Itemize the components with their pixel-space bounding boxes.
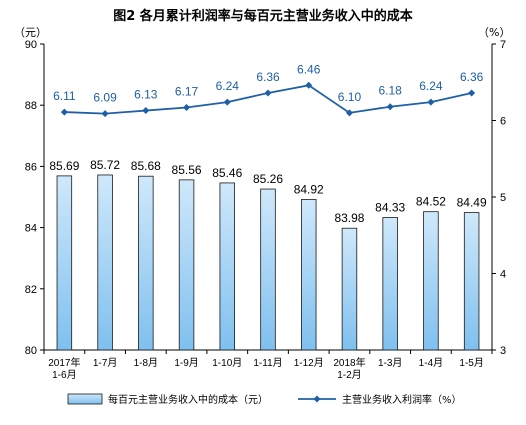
line-value-label: 6.36: [460, 70, 484, 84]
bar-value-label: 83.98: [334, 211, 364, 225]
legend-bar-label: 每百元主营业务收入中的成本（元）: [108, 393, 268, 406]
category-label: 2018年: [333, 356, 365, 369]
line-point: [223, 98, 231, 106]
bar-value-label: 85.69: [49, 159, 79, 173]
category-label: 1-4月: [419, 357, 443, 369]
line-value-label: 6.24: [419, 79, 443, 93]
bar: [463, 212, 480, 351]
line-point: [305, 81, 313, 89]
bar-series: 85.69 85.72 85.68 85.56 85.46 85.26 84.92 83.98…: [49, 158, 487, 351]
y-left-tick-label: 82: [25, 284, 37, 296]
bar: [219, 182, 236, 351]
category-label: 1-2月: [337, 369, 361, 381]
y-left-tick-label: 90: [25, 39, 37, 51]
line-value-label: 6.13: [134, 88, 158, 102]
y-right-unit: （%）: [478, 26, 510, 39]
bar: [341, 227, 358, 351]
bar-value-label: 85.72: [90, 158, 120, 172]
bar-value-label: 85.56: [172, 163, 202, 177]
line-value-label: 6.24: [216, 79, 240, 93]
axes: 80 82 84 86 88 90 3 4 5 6 7: [25, 39, 506, 357]
line-value-label: 6.36: [256, 70, 280, 84]
line-point: [101, 110, 109, 118]
line-point: [264, 89, 272, 97]
category-label: 1-11月: [253, 357, 282, 369]
line-value-label: 6.46: [297, 62, 321, 76]
bar-value-label: 85.46: [212, 166, 242, 180]
bar-value-label: 84.33: [375, 201, 405, 215]
category-label: 1-12月: [294, 357, 324, 369]
bar: [260, 188, 276, 351]
category-label: 1-10月: [212, 357, 242, 369]
line-point: [427, 98, 435, 106]
y-right-tick-label: 5: [500, 192, 506, 204]
line-point: [142, 107, 150, 115]
line-value-label: 6.10: [338, 90, 362, 104]
line-value-label: 6.18: [379, 84, 403, 98]
bar: [423, 211, 439, 351]
bar: [382, 217, 398, 351]
y-left-tick-label: 88: [25, 100, 37, 112]
bar-value-label: 85.26: [253, 172, 283, 186]
legend: 每百元主营业务收入中的成本（元） 主营业务收入利润率（%）: [67, 393, 462, 406]
y-left-tick-label: 84: [25, 223, 37, 235]
bar-value-label: 85.68: [131, 159, 161, 173]
bar: [178, 179, 195, 351]
bar-value-label: 84.52: [416, 195, 446, 209]
line-value-label: 6.09: [93, 91, 117, 105]
line-point: [345, 109, 353, 117]
line-value-label: 6.11: [53, 89, 76, 103]
line-value-label: 6.17: [175, 84, 199, 98]
category-label: 1-8月: [134, 357, 158, 369]
line-point: [183, 103, 191, 111]
y-right-tick-label: 3: [500, 345, 506, 357]
y-left-tick-label: 86: [25, 161, 37, 173]
category-label: 1-6月: [52, 369, 76, 381]
y-right-tick-label: 7: [500, 39, 506, 51]
category-label: 1-5月: [459, 357, 483, 369]
category-label: 1-7月: [93, 357, 117, 369]
legend-bar-swatch: [67, 393, 103, 405]
line-series: 6.11 6.09 6.13 6.17 6.24 6.36 6.46 6.10 6.18 6.24…: [53, 62, 484, 118]
y-left-tick-label: 80: [25, 345, 37, 357]
bar: [56, 175, 73, 351]
bar: [138, 175, 154, 351]
y-left-unit: （元）: [14, 26, 47, 39]
category-label: 2017年: [48, 356, 80, 369]
category-label: 1-3月: [378, 357, 402, 369]
y-right-tick-label: 4: [500, 269, 506, 281]
legend-line-marker: [313, 395, 321, 403]
bar: [97, 174, 113, 351]
bar-value-label: 84.49: [457, 196, 487, 210]
bar-value-label: 84.92: [294, 182, 324, 196]
legend-line-label: 主营业务收入利润率（%）: [342, 393, 462, 406]
line-point: [60, 108, 68, 116]
line-point: [468, 89, 476, 97]
y-right-tick-label: 6: [500, 116, 506, 128]
bar: [300, 199, 317, 351]
category-label: 1-9月: [174, 357, 198, 369]
chart-title: 图2 各月累计利润率与每百元主营业务收入中的成本: [113, 8, 413, 24]
line-point: [386, 103, 394, 111]
